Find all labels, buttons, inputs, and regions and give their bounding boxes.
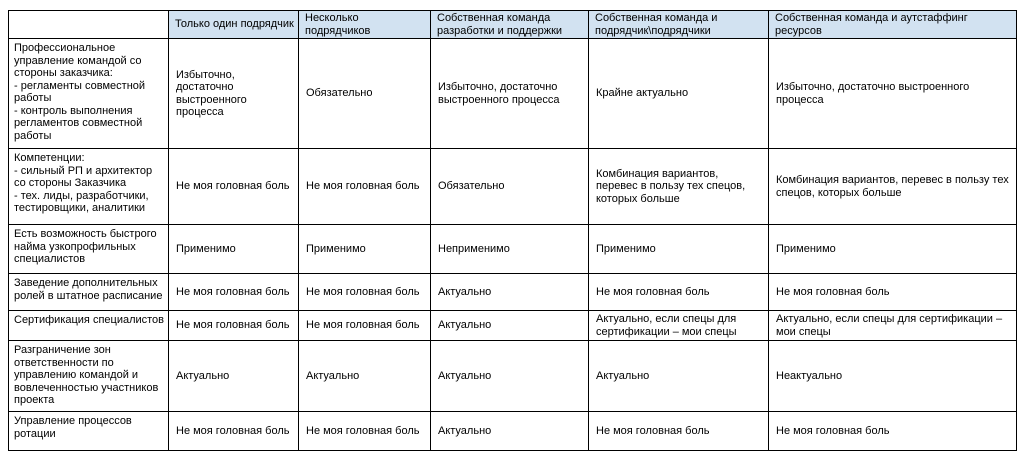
table-row-rotation-management: Управление процессов ротации Не моя голо…	[8, 411, 1017, 451]
corner-header-cell	[8, 10, 169, 39]
table-row-certification: Сертификация специалистов Не моя головна…	[8, 310, 1017, 341]
column-header-own-team-and-contractors: Собственная команда и подрядчик\подрядчи…	[588, 10, 769, 39]
table-cell: Актуально	[430, 411, 589, 451]
row-label: Заведение дополнительных ролей в штатное…	[8, 273, 169, 311]
table-cell: Актуально	[430, 340, 589, 412]
table-row-professional-management: Профессиональное управление командой со …	[8, 38, 1017, 149]
table-cell: Комбинация вариантов, перевес в пользу т…	[768, 148, 1017, 225]
column-header-single-contractor: Только один подрядчик	[168, 10, 299, 39]
table-cell: Комбинация вариантов, перевес в пользу т…	[588, 148, 769, 225]
table-cell: Обязательно	[298, 38, 431, 149]
table-row-responsibility-zones: Разграничение зон ответственности по упр…	[8, 340, 1017, 412]
table-cell: Не моя головная боль	[298, 148, 431, 225]
row-label: Есть возможность быстрого найма узкопроф…	[8, 224, 169, 274]
table-cell: Не моя головная боль	[588, 273, 769, 311]
column-header-multiple-contractors: Несколько подрядчиков	[298, 10, 431, 39]
table-cell: Неприменимо	[430, 224, 589, 274]
row-label: Профессиональное управление командой со …	[8, 38, 169, 149]
table-cell: Неактуально	[768, 340, 1017, 412]
table-cell: Крайне актуально	[588, 38, 769, 149]
row-label: Сертификация специалистов	[8, 310, 169, 341]
table-cell: Применимо	[768, 224, 1017, 274]
table-row-additional-roles: Заведение дополнительных ролей в штатное…	[8, 273, 1017, 311]
table-row-fast-hiring: Есть возможность быстрого найма узкопроф…	[8, 224, 1017, 274]
table-cell: Обязательно	[430, 148, 589, 225]
table-cell: Не моя головная боль	[168, 310, 299, 341]
comparison-table: Только один подрядчик Несколько подрядчи…	[8, 10, 1017, 451]
column-header-own-team-and-outstaffing: Собственная команда и аутстаффинг ресурс…	[768, 10, 1017, 39]
table-cell: Не моя головная боль	[588, 411, 769, 451]
row-label: Компетенции: - сильный РП и архитектор с…	[8, 148, 169, 225]
table-cell: Применимо	[168, 224, 299, 274]
table-cell: Актуально	[588, 340, 769, 412]
table-cell: Не моя головная боль	[168, 411, 299, 451]
table-cell: Актуально	[298, 340, 431, 412]
header-row: Только один подрядчик Несколько подрядчи…	[8, 10, 1017, 39]
table-cell: Не моя головная боль	[298, 310, 431, 341]
table-cell: Не моя головная боль	[168, 273, 299, 311]
table-cell: Применимо	[298, 224, 431, 274]
table-cell: Актуально	[168, 340, 299, 412]
table-cell: Не моя головная боль	[768, 273, 1017, 311]
row-label: Разграничение зон ответственности по упр…	[8, 340, 169, 412]
table-cell: Актуально, если спецы для сертификации –…	[588, 310, 769, 341]
table-cell: Актуально	[430, 310, 589, 341]
table-cell: Применимо	[588, 224, 769, 274]
table-cell: Не моя головная боль	[768, 411, 1017, 451]
table-cell: Избыточно, достаточно выстроенного проце…	[430, 38, 589, 149]
table-cell: Актуально	[430, 273, 589, 311]
table-cell: Избыточно, достаточно выстроенного проце…	[168, 38, 299, 149]
column-header-own-team: Собственная команда разработки и поддерж…	[430, 10, 589, 39]
table-row-competencies: Компетенции: - сильный РП и архитектор с…	[8, 148, 1017, 225]
table-cell: Избыточно, достаточно выстроенного проце…	[768, 38, 1017, 149]
row-label: Управление процессов ротации	[8, 411, 169, 451]
table-cell: Не моя головная боль	[168, 148, 299, 225]
table-cell: Не моя головная боль	[298, 273, 431, 311]
table-cell: Актуально, если спецы для сертификации –…	[768, 310, 1017, 341]
table-cell: Не моя головная боль	[298, 411, 431, 451]
